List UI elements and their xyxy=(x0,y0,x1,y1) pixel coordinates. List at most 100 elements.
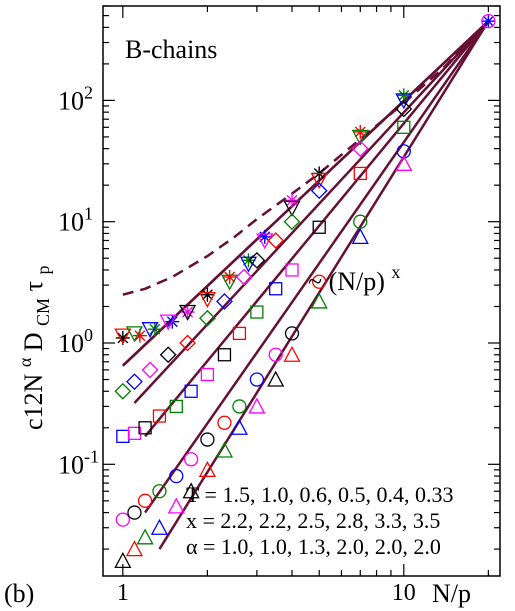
fit-line-T-0.4 xyxy=(144,20,490,514)
y-tick-label: 100 xyxy=(58,325,93,358)
marker-T-0.5-4 xyxy=(169,399,183,414)
marker-T-0.33-9 xyxy=(248,397,266,414)
legend-x: x = 2.2, 2.2, 2.5, 2.8, 3.3, 3.5 xyxy=(186,508,440,533)
marker-T-0.4-15 xyxy=(481,14,496,29)
marker-T-0.5-2 xyxy=(138,421,152,435)
marker-T-0.33-3 xyxy=(150,518,169,535)
marker-T-1.0-10 xyxy=(310,173,328,190)
marker-T-0.5-10 xyxy=(269,282,283,296)
marker-T-0.33-2 xyxy=(136,528,154,545)
marker-T-0.5-6 xyxy=(200,367,215,382)
marker-T-0.4-11 xyxy=(284,326,300,341)
ylabel-part-5: τ xyxy=(19,281,48,291)
marker-T-0.6-0 xyxy=(114,382,132,400)
ticks-layer: 1 10 10-1 100 101 102 xyxy=(58,5,500,606)
fit-line-T-0.33 xyxy=(158,20,490,550)
marker-T-1.0-5 xyxy=(198,291,216,308)
marker-T-0.6-1 xyxy=(126,373,143,391)
panel-label: (b) xyxy=(4,579,34,608)
marker-T-0.4-2 xyxy=(137,493,153,508)
marker-T-0.5-8 xyxy=(232,326,247,341)
marker-T-0.33-10 xyxy=(267,370,285,387)
marker-T-1.0-1 xyxy=(125,326,144,343)
ylabel-part-6: p xyxy=(33,265,53,274)
x-axis-label: N/p xyxy=(432,579,471,608)
marker-T-0.6-4 xyxy=(179,334,196,352)
annotation-scaling-base: ~ (N/p) xyxy=(308,267,385,296)
marker-T-0.4-10 xyxy=(268,347,283,362)
marker-T-0.33-11 xyxy=(283,345,301,362)
marker-T-0.33-8 xyxy=(230,418,249,435)
fit-line-T-0.5 xyxy=(144,20,490,438)
y-tick-label: 102 xyxy=(58,82,93,115)
ylabel-part-4: CM xyxy=(33,298,53,326)
marker-T-1.0-3 xyxy=(159,314,177,331)
marker-T-1.0-2 xyxy=(141,322,159,339)
marker-T-0.6-6 xyxy=(216,293,233,310)
marker-T-0.33-1 xyxy=(125,540,144,557)
marker-T-0.4-9 xyxy=(249,372,265,387)
marker-T-0.6-11 xyxy=(310,182,328,200)
legend-T: T = 1.5, 1.0, 0.6, 0.5, 0.4, 0.33 xyxy=(186,482,453,507)
marker-T-1.5-13 xyxy=(481,14,496,29)
marker-T-0.5-11 xyxy=(285,263,299,277)
legend-alpha: α = 1.0, 1.0, 1.3, 2.0, 2.0, 2.0 xyxy=(186,534,441,559)
annotation-scaling: ~ (N/p) x xyxy=(308,262,400,296)
marker-T-0.5-12 xyxy=(312,220,326,234)
marker-T-0.6-9 xyxy=(267,232,285,249)
y-tick-label: 10-1 xyxy=(58,446,99,479)
marker-T-0.5-3 xyxy=(152,409,167,423)
marker-T-0.4-12 xyxy=(312,274,327,289)
marker-T-0.6-8 xyxy=(248,251,266,269)
marker-T-0.4-3 xyxy=(152,484,167,499)
marker-T-1.0-0 xyxy=(114,328,132,345)
annotation-scaling-exp: x xyxy=(391,262,400,282)
marker-T-0.4-8 xyxy=(232,399,247,414)
y-axis-label: c12N α D CM τ p xyxy=(8,265,55,430)
marker-T-1.0-7 xyxy=(239,256,258,273)
marker-T-1.0-6 xyxy=(221,274,239,291)
marker-T-1.5-2 xyxy=(147,322,162,337)
marker-T-0.5-9 xyxy=(250,305,264,319)
marker-T-0.6-2 xyxy=(141,361,159,379)
annotation-system: B-chains xyxy=(125,35,217,64)
marker-T-0.4-4 xyxy=(169,468,184,484)
marker-T-0.6-5 xyxy=(198,309,216,327)
marker-T-0.4-5 xyxy=(183,452,199,467)
marker-T-1.5-6 xyxy=(222,270,237,285)
marker-T-0.5-13 xyxy=(353,166,367,181)
marker-T-0.33-5 xyxy=(182,482,200,499)
marker-T-0.4-6 xyxy=(200,432,215,447)
marker-T-1.5-12 xyxy=(396,88,411,103)
marker-T-1.5-9 xyxy=(284,193,299,208)
marker-T-0.6-13 xyxy=(395,100,413,118)
marker-T-0.5-14 xyxy=(397,120,411,134)
y-tick-label: 101 xyxy=(58,204,93,237)
dashed-reference-curve xyxy=(122,20,490,296)
marker-T-1.0-4 xyxy=(178,304,197,321)
x-tick-label: 1 xyxy=(117,580,129,606)
fit-line-T-0.6 xyxy=(133,20,490,404)
marker-T-0.4-14 xyxy=(396,144,411,159)
marker-T-1.0-11 xyxy=(351,129,369,146)
marker-T-0.4-0 xyxy=(115,512,130,527)
plot-frame xyxy=(102,5,501,577)
marker-T-1.5-4 xyxy=(180,305,195,320)
marker-T-0.33-6 xyxy=(198,460,216,478)
marker-T-0.33-7 xyxy=(215,441,234,458)
marker-T-0.4-7 xyxy=(217,415,232,430)
marker-T-1.0-9 xyxy=(283,200,301,217)
marker-T-0.33-12 xyxy=(310,292,328,309)
ylabel-part-1: c12N xyxy=(19,373,48,430)
marker-T-0.33-13 xyxy=(351,227,369,245)
marker-T-0.33-14 xyxy=(395,154,413,171)
marker-T-0.6-10 xyxy=(283,213,301,231)
marker-T-0.6-3 xyxy=(159,346,177,364)
marker-T-0.6-7 xyxy=(235,268,253,286)
marker-T-1.0-12 xyxy=(395,93,413,110)
ylabel-part-2: α xyxy=(15,357,35,367)
marker-T-1.5-5 xyxy=(200,287,215,302)
marker-T-0.6-12 xyxy=(351,140,369,158)
marker-T-0.5-0 xyxy=(116,429,130,443)
x-tick-label: 10 xyxy=(392,580,416,606)
